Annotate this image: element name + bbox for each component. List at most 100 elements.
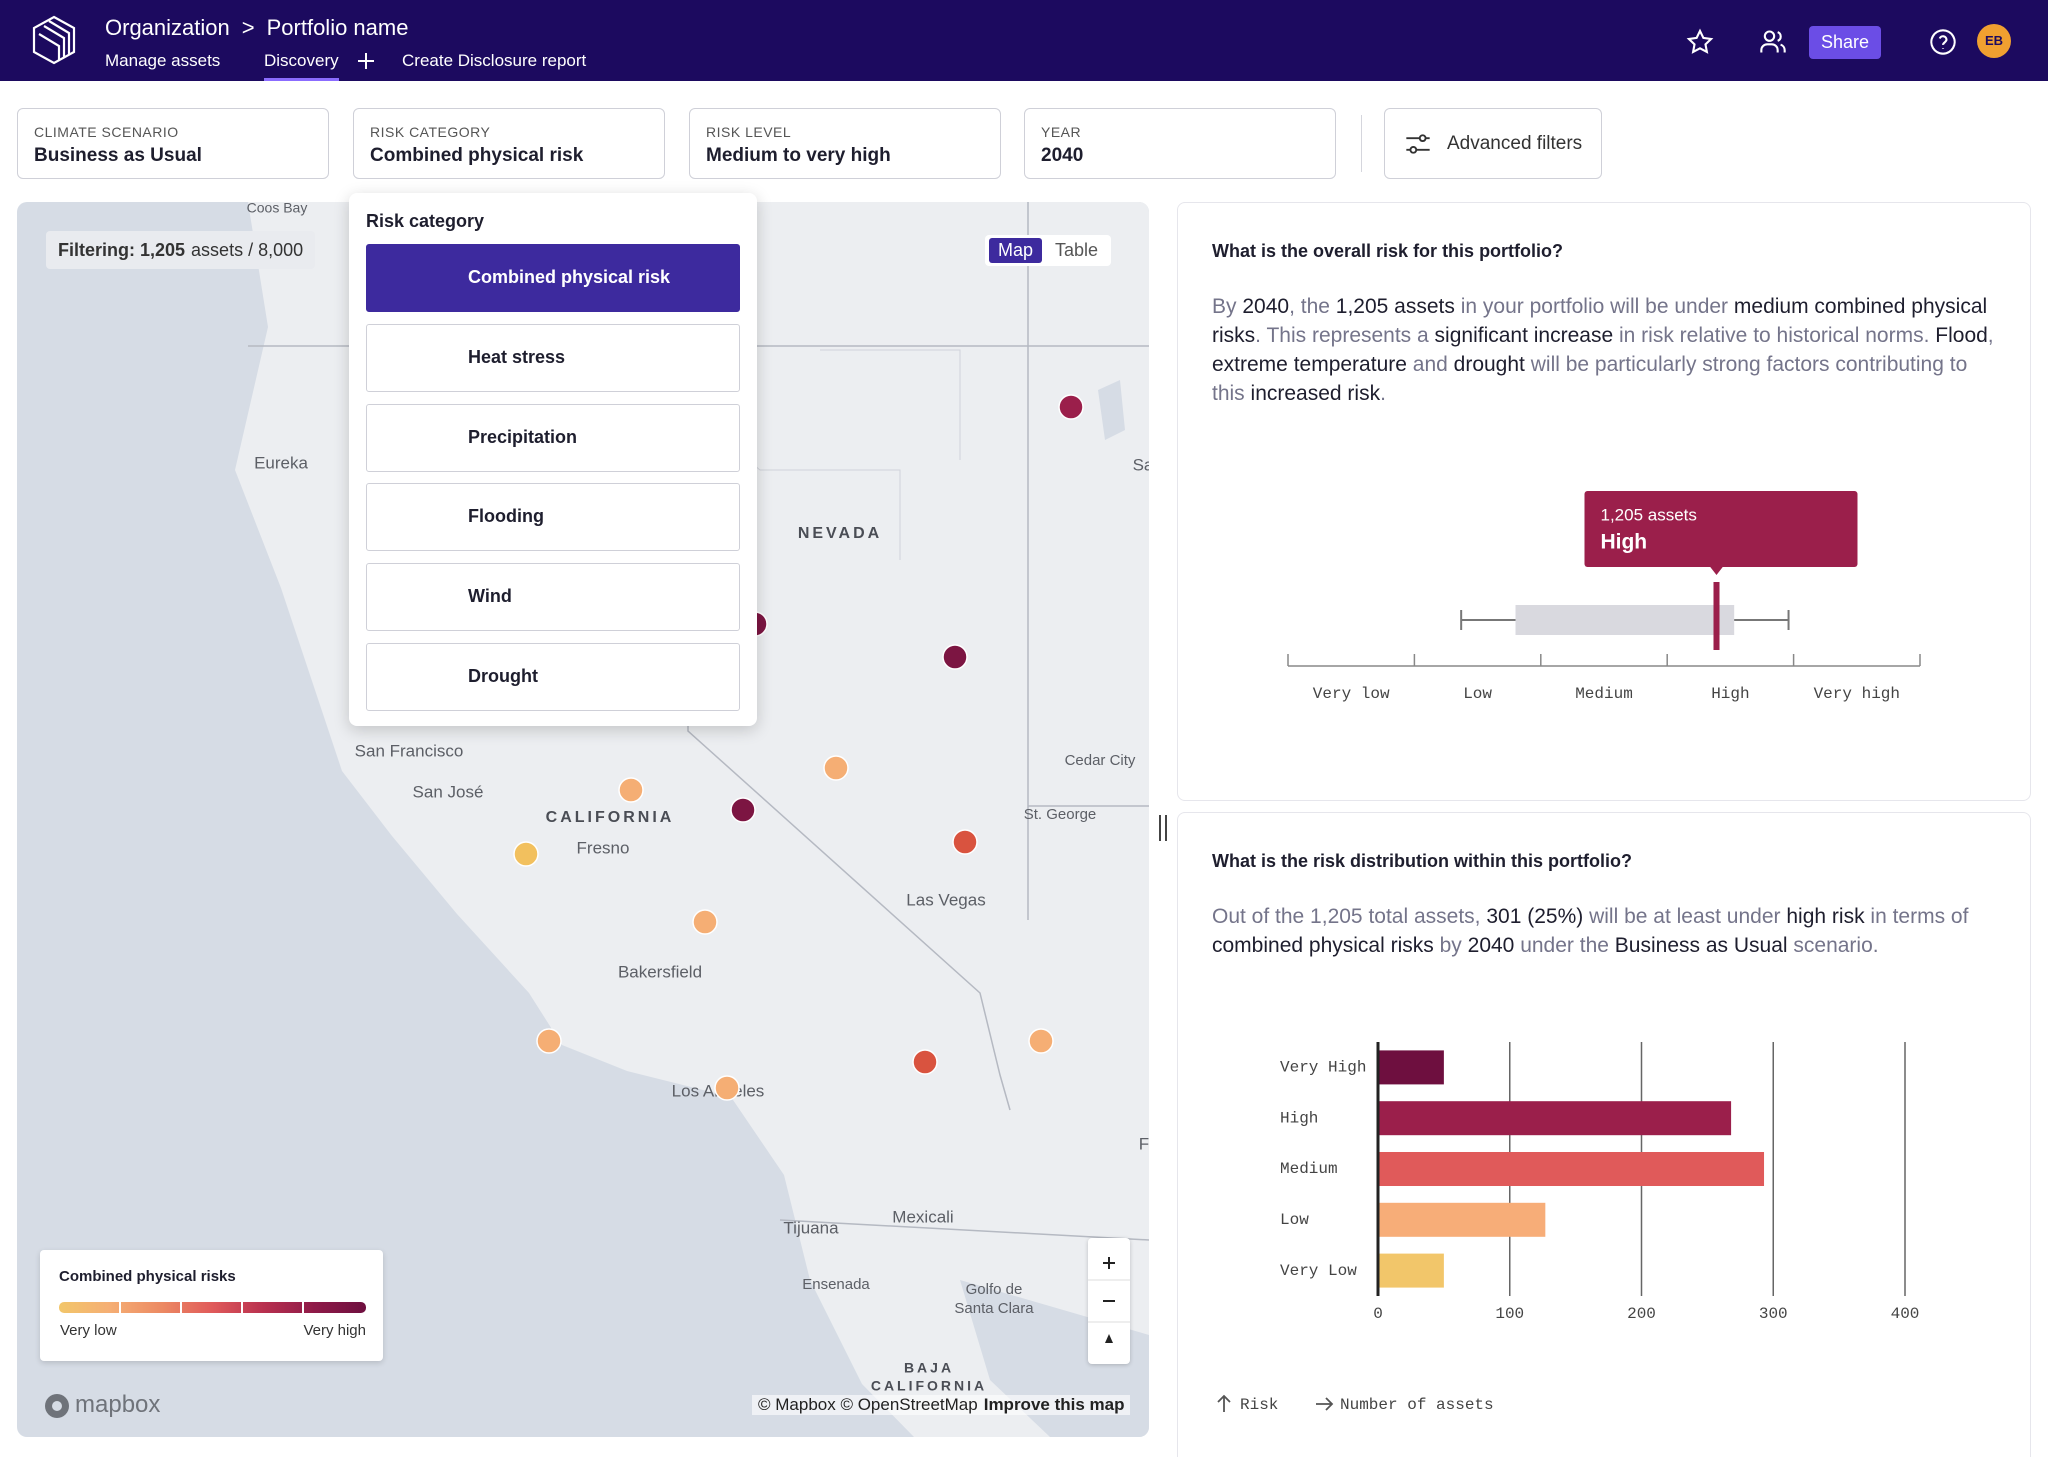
filter-dropdown[interactable]: RISK CATEGORY Combined physical risk — [353, 108, 665, 179]
filter-dropdown[interactable]: CLIMATE SCENARIO Business as Usual — [17, 108, 329, 179]
option-label: Precipitation — [468, 427, 578, 447]
y-axis-label: Risk — [1240, 1396, 1278, 1414]
summary-text: , the — [1289, 295, 1330, 318]
breadcrumb-item[interactable]: Organization — [105, 15, 230, 40]
lake — [1098, 380, 1125, 440]
asset-marker[interactable] — [714, 1075, 740, 1101]
asset-marker[interactable] — [536, 1028, 562, 1054]
summary-text: will be particularly strong factors cont… — [1212, 353, 1968, 405]
filter-dropdown[interactable]: RISK LEVEL Medium to very high — [689, 108, 1001, 179]
star — [1686, 28, 1714, 54]
asset-marker[interactable] — [618, 777, 644, 803]
menu-option[interactable]: Wind — [366, 563, 740, 631]
summary-text: scenario. — [1793, 934, 1879, 957]
filter-value: Business as Usual — [34, 145, 202, 166]
legend-low: Very low — [60, 1322, 117, 1339]
compass[interactable] — [1105, 1334, 1113, 1343]
option-label: Wind — [468, 586, 512, 606]
y-tick-label: Medium — [1280, 1160, 1338, 1178]
xlabel-arrow — [1316, 1397, 1334, 1411]
nav-tab[interactable]: Create Disclosure report — [402, 51, 587, 70]
place-label: Eureka — [254, 453, 308, 472]
users — [1760, 30, 1786, 53]
nav-tab[interactable]: Manage assets — [105, 51, 221, 70]
x-tick-label: 0 — [1373, 1305, 1383, 1323]
summary-text: , — [1987, 324, 1994, 347]
asset-marker[interactable] — [692, 909, 718, 935]
improve-map-link[interactable]: Improve this map — [983, 1395, 1125, 1414]
menu-option[interactable]: Drought — [366, 643, 740, 711]
attribution: © Mapbox © OpenStreetMap Improve this ma… — [752, 1395, 1131, 1415]
menu-title: Risk category — [366, 211, 485, 231]
place-label: Tijuana — [783, 1218, 839, 1237]
option-label: Flooding — [468, 506, 544, 526]
breadcrumb-item[interactable]: Portfolio name — [266, 15, 409, 40]
asset-marker[interactable] — [952, 829, 978, 855]
filter-dropdown[interactable]: YEAR 2040 — [1024, 108, 1336, 179]
legend-divider — [119, 1302, 121, 1313]
y-tick-label: Low — [1280, 1211, 1309, 1229]
menu-option[interactable]: Precipitation — [366, 404, 740, 472]
share-button[interactable]: Share — [1809, 26, 1881, 59]
summary-text: in your portfolio will be under — [1460, 295, 1729, 318]
summary-text: in risk relative to historical norms. — [1618, 324, 1930, 347]
x-tick-label: Medium — [1575, 685, 1633, 703]
y-tick-label: High — [1280, 1109, 1318, 1127]
bar — [1378, 1101, 1732, 1136]
annotation-pointer — [1709, 566, 1724, 575]
summary-text: in terms of — [1870, 905, 1969, 928]
filter-value: Combined physical risk — [370, 145, 584, 166]
menu-option[interactable]: Flooding — [366, 483, 740, 551]
filter-label: CLIMATE SCENARIO — [34, 124, 179, 140]
x-axis-label: Number of assets — [1340, 1396, 1494, 1414]
legend-divider — [180, 1302, 182, 1313]
asset-marker[interactable] — [1028, 1028, 1054, 1054]
x-tick-label: 400 — [1891, 1305, 1920, 1323]
panel-summary: Out of the 1,205 total assets, 301 (25%)… — [1212, 902, 2002, 960]
asset-marker[interactable] — [730, 797, 756, 823]
asset-marker[interactable] — [912, 1049, 938, 1075]
add-tab-icon[interactable] — [355, 50, 377, 72]
advanced-filters-button[interactable]: Advanced filters — [1384, 108, 1602, 179]
filter-label: RISK CATEGORY — [370, 124, 491, 140]
state-label: CALIFORNIA — [546, 809, 675, 826]
panel-question: What is the risk distribution within thi… — [1212, 851, 1632, 871]
place-label: Golfo de — [966, 1281, 1023, 1298]
attribution-text[interactable]: © Mapbox © OpenStreetMap — [758, 1395, 978, 1414]
panel-resizer[interactable] — [1156, 813, 1170, 843]
asset-marker[interactable] — [942, 644, 968, 670]
option-label: Drought — [468, 666, 538, 686]
state-label: NEVADA — [798, 525, 882, 542]
asset-marker[interactable] — [513, 841, 539, 867]
highlight-text: combined physical risks — [1212, 934, 1434, 957]
nav-tab[interactable]: Discovery — [264, 51, 339, 81]
state-label: CALIFORNIA — [871, 1378, 987, 1394]
highlight-text: 301 (25%) — [1486, 905, 1584, 928]
annotation-level: High — [1600, 531, 1647, 554]
place-label: San José — [413, 782, 484, 801]
map-legend: Combined physical risks Very low Very hi… — [40, 1250, 383, 1361]
summary-text: will be at least under — [1589, 905, 1781, 928]
toggle-option[interactable]: Table — [1055, 240, 1099, 260]
zoom-icons — [1088, 1257, 1130, 1343]
summary-text: Out of the 1,205 total assets, — [1212, 905, 1481, 928]
menu-option[interactable]: Heat stress — [366, 324, 740, 392]
median — [1713, 582, 1720, 650]
filtering-badge: Filtering: 1,205 assets / 8,000 — [46, 231, 316, 269]
summary-text: and — [1412, 353, 1448, 376]
help-icon[interactable] — [1929, 28, 1957, 56]
menu-option[interactable]: Combined physical risk — [366, 244, 740, 312]
advanced-filters-label: Advanced filters — [1447, 133, 1583, 154]
asset-marker[interactable] — [823, 755, 849, 781]
zoom-in[interactable] — [1103, 1257, 1115, 1269]
users-icon[interactable] — [1759, 28, 1787, 56]
filtering-text: assets / 8,000 — [191, 240, 304, 260]
asset-marker[interactable] — [1058, 394, 1084, 420]
toggle-option[interactable]: Map — [989, 238, 1043, 263]
place-label: F — [1139, 1134, 1149, 1153]
user-avatar[interactable]: EB — [1977, 24, 2011, 58]
place-label: Coos Bay — [247, 202, 308, 216]
favorite-icon[interactable] — [1686, 28, 1714, 56]
summary-text: . This represents a — [1255, 324, 1429, 347]
app-logo[interactable] — [29, 14, 79, 66]
